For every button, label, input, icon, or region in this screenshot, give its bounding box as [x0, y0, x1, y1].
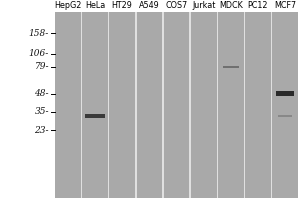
Text: 48-: 48- — [34, 89, 49, 98]
Bar — [81, 12, 82, 198]
Text: MCF7: MCF7 — [274, 1, 296, 10]
Bar — [278, 115, 292, 117]
Bar — [218, 12, 244, 198]
Bar — [55, 12, 81, 198]
Bar — [245, 12, 271, 198]
Bar — [223, 66, 238, 68]
Text: 35-: 35- — [34, 107, 49, 116]
Bar — [217, 12, 218, 198]
Text: PC12: PC12 — [248, 1, 268, 10]
Text: 23-: 23- — [34, 126, 49, 135]
Text: MDCK: MDCK — [219, 1, 243, 10]
Bar — [109, 12, 135, 198]
Bar — [0, 0, 300, 12]
Text: COS7: COS7 — [165, 1, 188, 10]
Bar — [55, 12, 298, 198]
Text: Jurkat: Jurkat — [192, 1, 215, 10]
Bar — [164, 12, 189, 198]
Text: HeLa: HeLa — [85, 1, 105, 10]
Text: 158-: 158- — [29, 29, 49, 38]
Bar — [191, 12, 217, 198]
Bar — [108, 12, 109, 198]
Bar — [162, 12, 164, 198]
Bar — [271, 12, 272, 198]
Bar — [276, 91, 294, 96]
Text: 106-: 106- — [29, 49, 49, 58]
Bar — [189, 12, 191, 198]
Bar — [0, 0, 55, 200]
Bar — [85, 114, 105, 118]
Bar — [135, 12, 136, 198]
Bar — [82, 12, 108, 198]
Bar — [136, 12, 162, 198]
Text: A549: A549 — [139, 1, 160, 10]
Bar — [244, 12, 245, 198]
Bar — [272, 12, 298, 198]
Text: 79-: 79- — [34, 62, 49, 71]
Text: HT29: HT29 — [112, 1, 133, 10]
Text: HepG2: HepG2 — [54, 1, 82, 10]
